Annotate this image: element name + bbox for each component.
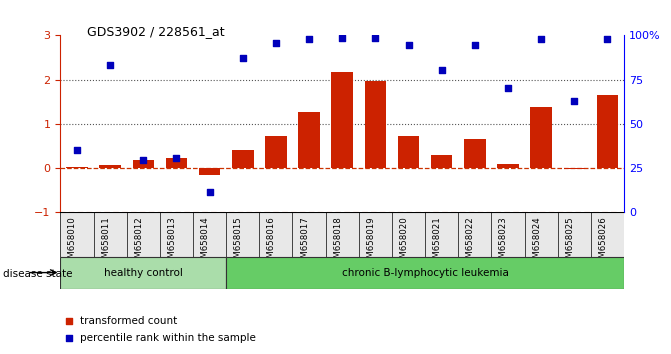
Point — [602, 36, 613, 42]
Bar — [464, 139, 486, 168]
Bar — [398, 136, 419, 168]
Point — [270, 41, 281, 46]
Point — [105, 63, 115, 68]
Bar — [530, 107, 552, 168]
Bar — [132, 160, 154, 168]
Text: GSM658019: GSM658019 — [366, 216, 375, 269]
Point — [569, 98, 580, 104]
Point — [337, 35, 348, 40]
Text: GSM658015: GSM658015 — [234, 216, 243, 269]
Point — [436, 67, 447, 73]
Bar — [331, 72, 353, 168]
Text: GDS3902 / 228561_at: GDS3902 / 228561_at — [87, 25, 225, 38]
Text: GSM658026: GSM658026 — [599, 216, 607, 269]
Bar — [431, 155, 452, 168]
Text: GSM658018: GSM658018 — [333, 216, 342, 269]
Point — [503, 85, 513, 91]
Text: GSM658020: GSM658020 — [399, 216, 409, 269]
Text: GSM658014: GSM658014 — [201, 216, 209, 269]
Text: GSM658021: GSM658021 — [433, 216, 442, 269]
Point — [370, 35, 380, 40]
Text: GSM658016: GSM658016 — [267, 216, 276, 269]
Text: GSM658013: GSM658013 — [168, 216, 176, 269]
Bar — [597, 95, 618, 168]
Bar — [564, 168, 585, 169]
Text: GSM658017: GSM658017 — [300, 216, 309, 269]
Bar — [232, 149, 254, 168]
Point — [414, 182, 425, 187]
Bar — [497, 164, 519, 168]
Text: transformed count: transformed count — [80, 316, 177, 326]
Point — [414, 27, 425, 33]
Bar — [66, 167, 88, 168]
Text: GSM658023: GSM658023 — [499, 216, 508, 269]
Text: GSM658024: GSM658024 — [532, 216, 541, 269]
Text: GSM658010: GSM658010 — [68, 216, 77, 269]
Point — [204, 190, 215, 195]
Text: GSM658022: GSM658022 — [466, 216, 475, 269]
Text: GSM658011: GSM658011 — [101, 216, 110, 269]
Point — [238, 55, 248, 60]
Point — [470, 42, 480, 48]
Point — [535, 36, 546, 42]
Text: percentile rank within the sample: percentile rank within the sample — [80, 333, 256, 343]
Bar — [199, 168, 220, 175]
Point — [171, 156, 182, 161]
Bar — [99, 165, 121, 168]
Text: disease state: disease state — [3, 269, 73, 279]
Text: chronic B-lymphocytic leukemia: chronic B-lymphocytic leukemia — [342, 268, 509, 278]
Bar — [166, 159, 187, 168]
Bar — [60, 257, 226, 289]
Text: GSM658012: GSM658012 — [134, 216, 144, 269]
Bar — [265, 136, 287, 168]
Text: healthy control: healthy control — [104, 268, 183, 278]
Text: GSM658025: GSM658025 — [565, 216, 574, 269]
Point — [403, 42, 414, 48]
Bar — [299, 112, 320, 168]
Point — [138, 157, 149, 163]
Bar — [364, 81, 386, 168]
Bar — [226, 257, 624, 289]
Point — [304, 36, 315, 42]
Point — [72, 147, 83, 152]
